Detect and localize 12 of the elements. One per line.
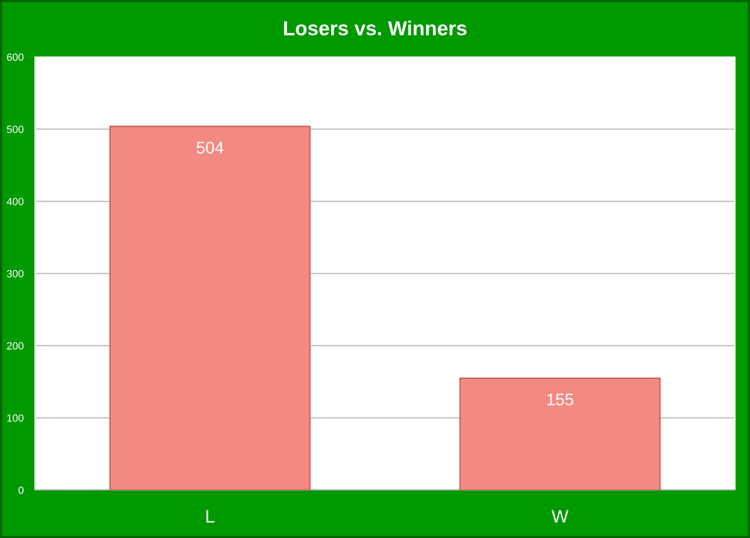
y-tick-label: 400 bbox=[6, 198, 24, 206]
chart-title: Losers vs. Winners bbox=[284, 20, 466, 36]
x-tick-label: W bbox=[552, 510, 568, 523]
y-tick-label: 300 bbox=[6, 270, 24, 278]
y-tick-label: 500 bbox=[6, 126, 24, 134]
x-tick-label: L bbox=[206, 510, 214, 523]
data-label: 504 bbox=[196, 142, 224, 154]
y-tick-label: 600 bbox=[7, 54, 24, 61]
y-tick-label: 0 bbox=[18, 486, 24, 494]
data-label: 155 bbox=[547, 394, 574, 406]
y-tick-label: 100 bbox=[7, 414, 24, 422]
y-tick-label: 200 bbox=[7, 342, 24, 350]
